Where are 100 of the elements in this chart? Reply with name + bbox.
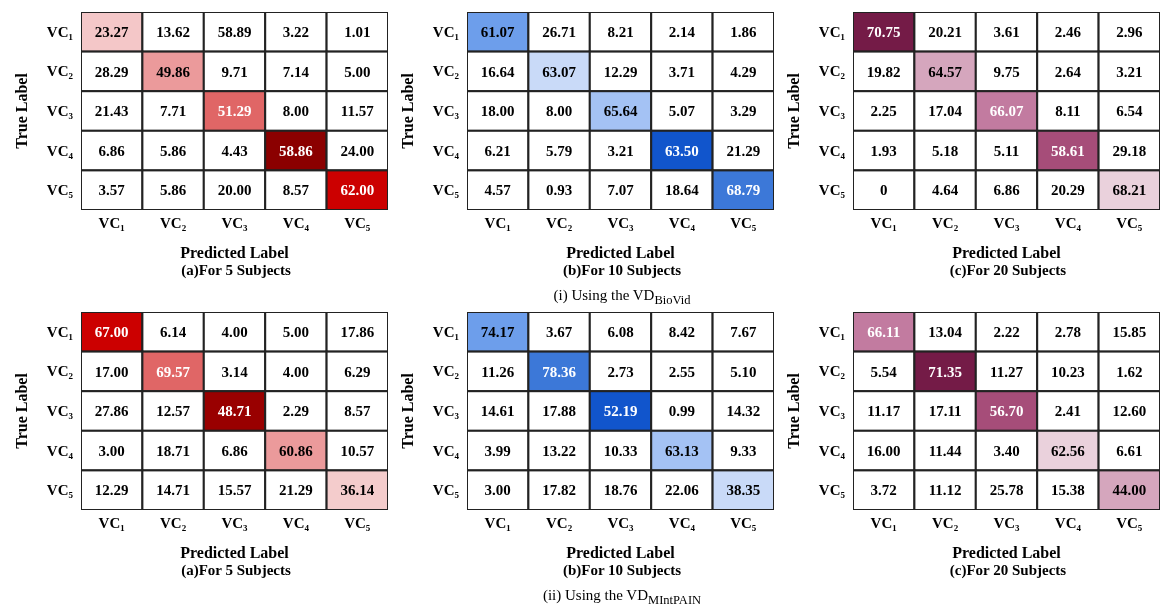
y-tick-label: VC₁ <box>818 323 845 340</box>
data-label: 2.41 <box>1054 403 1081 420</box>
y-tick-label: VC₂ <box>46 63 73 80</box>
y-tick-label: VC₅ <box>46 182 73 199</box>
data-label: 3.21 <box>1115 63 1142 80</box>
y-tick-label: VC₃ <box>46 103 73 119</box>
x-tick-label: VC₄ <box>668 215 695 231</box>
x-tick-label: VC₄ <box>1054 215 1081 231</box>
data-label: 38.35 <box>725 482 760 499</box>
data-label: 11.12 <box>928 482 962 499</box>
data-label: 10.23 <box>1050 363 1085 380</box>
data-label: 2.46 <box>1054 24 1082 41</box>
data-label: 3.14 <box>220 363 248 380</box>
x-tick-label: VC₃ <box>220 515 248 531</box>
data-label: 74.17 <box>480 324 515 341</box>
y-tick-label: VC₃ <box>46 403 73 419</box>
data-label: 20.21 <box>927 24 962 41</box>
text: (ii) Using the VD$_{MIntPAIN}$ <box>541 587 702 608</box>
data-label: 9.71 <box>220 63 248 80</box>
y-tick-label: VC₄ <box>46 442 73 459</box>
x-tick-label: VC₅ <box>343 515 371 531</box>
data-label: 60.86 <box>278 442 313 459</box>
x-tick-label: VC₂ <box>159 215 187 231</box>
data-label: 3.40 <box>992 442 1020 459</box>
text: (a)For 5 Subjects <box>180 562 291 579</box>
data-label: 3.00 <box>484 482 511 499</box>
data-label: 14.32 <box>725 403 760 420</box>
y-tick-label: VC₁ <box>46 23 73 40</box>
data-label: 13.04 <box>927 324 962 341</box>
y-tick-label: VC₃ <box>432 403 459 419</box>
data-label: 7.71 <box>159 103 186 120</box>
data-label: 61.07 <box>480 24 515 41</box>
data-label: 6.61 <box>1115 442 1142 459</box>
data-label: 2.29 <box>282 403 309 420</box>
data-label: 21.43 <box>94 103 129 120</box>
data-label: 17.00 <box>94 363 129 380</box>
data-label: 44.00 <box>1111 482 1146 499</box>
data-label: 6.29 <box>343 363 370 380</box>
y-tick-label: VC₂ <box>818 363 845 380</box>
x-tick-label: VC₂ <box>931 515 959 531</box>
y-tick-label: VC₅ <box>432 182 459 199</box>
data-label: 11.57 <box>340 103 374 120</box>
data-label: 3.57 <box>98 182 125 199</box>
data-label: 5.07 <box>668 103 696 120</box>
data-label: 6.14 <box>159 324 187 341</box>
y-tick-label: VC₄ <box>432 442 459 459</box>
data-label: 14.61 <box>480 403 515 420</box>
data-label: 4.43 <box>220 142 248 159</box>
data-label: 16.64 <box>480 63 515 80</box>
data-label: 2.22 <box>992 324 1020 341</box>
y-tick-label: VC₃ <box>818 403 845 419</box>
data-label: 8.00 <box>545 103 572 120</box>
data-label: 1.86 <box>729 24 757 41</box>
data-label: 17.88 <box>541 403 576 420</box>
data-label: 58.86 <box>278 142 313 159</box>
data-label: 17.82 <box>541 482 576 499</box>
data-label: 4.29 <box>729 63 756 80</box>
data-label: 14.71 <box>155 482 190 499</box>
data-label: 24.00 <box>339 142 374 159</box>
x-axis-title: Predicted Label <box>179 544 289 561</box>
data-label: 4.57 <box>484 182 511 199</box>
data-label: 19.82 <box>866 63 901 80</box>
data-label: 8.11 <box>1054 103 1081 120</box>
x-tick-label: VC₁ <box>484 215 511 231</box>
data-label: 15.57 <box>217 482 252 499</box>
y-tick-label: VC₄ <box>432 142 459 159</box>
data-label: 1.01 <box>343 24 370 41</box>
data-label: 2.96 <box>1115 24 1143 41</box>
data-label: 4.00 <box>220 324 248 341</box>
data-label: 18.00 <box>480 103 515 120</box>
x-tick-label: VC₁ <box>870 215 897 231</box>
x-tick-label: VC₃ <box>606 215 634 231</box>
y-tick-label: VC₁ <box>432 323 459 340</box>
x-tick-label: VC₄ <box>1054 515 1081 531</box>
data-label: 11.26 <box>480 363 515 380</box>
x-axis-title: Predicted Label <box>951 244 1061 261</box>
y-tick-label: VC₅ <box>432 482 459 499</box>
data-label: 11.27 <box>989 363 1023 380</box>
text: (c)For 20 Subjects <box>948 562 1067 579</box>
data-label: 9.33 <box>729 442 756 459</box>
data-label: 15.38 <box>1050 482 1085 499</box>
data-label: 3.67 <box>545 324 573 341</box>
x-tick-label: VC₂ <box>931 215 959 231</box>
data-label: 3.99 <box>484 442 511 459</box>
data-label: 27.86 <box>94 403 129 420</box>
data-label: 52.19 <box>603 403 637 420</box>
data-label: 26.71 <box>541 24 576 41</box>
data-label: 2.14 <box>668 24 696 41</box>
x-axis-title: Predicted Label <box>951 544 1061 561</box>
data-label: 3.21 <box>606 142 634 159</box>
data-label: 4.64 <box>931 182 959 199</box>
data-label: 5.00 <box>343 63 370 80</box>
data-label: 66.11 <box>866 324 900 341</box>
data-label: 5.86 <box>159 182 187 199</box>
data-label: 7.07 <box>606 182 634 199</box>
data-label: 15.85 <box>1111 324 1146 341</box>
data-label: 18.71 <box>155 442 190 459</box>
data-label: 0.93 <box>545 182 572 199</box>
data-label: 5.11 <box>993 142 1019 159</box>
data-label: 8.57 <box>343 403 371 420</box>
